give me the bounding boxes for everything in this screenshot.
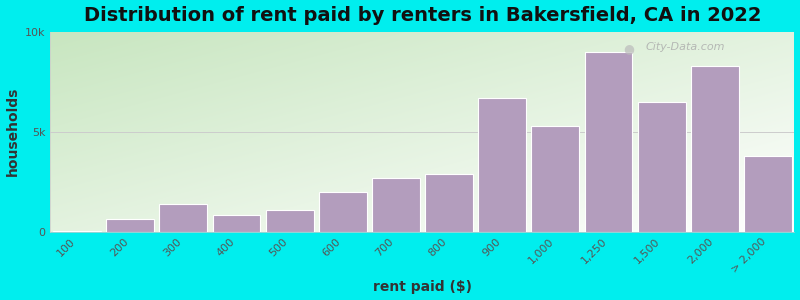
Bar (531, 126, 579, 232)
Bar (159, 204, 207, 232)
Bar (319, 192, 366, 232)
Bar (638, 102, 686, 232)
X-axis label: rent paid ($): rent paid ($) (373, 280, 472, 294)
Bar (53, 231, 101, 232)
Bar (266, 210, 314, 232)
Bar (213, 214, 260, 232)
Bar (744, 156, 792, 232)
Bar (585, 52, 632, 232)
Title: Distribution of rent paid by renters in Bakersfield, CA in 2022: Distribution of rent paid by renters in … (84, 6, 762, 25)
Y-axis label: households: households (6, 87, 19, 176)
Text: ●: ● (623, 42, 634, 55)
Bar (691, 66, 738, 232)
Bar (425, 174, 473, 232)
Bar (478, 98, 526, 232)
Bar (372, 178, 420, 232)
Text: City-Data.com: City-Data.com (646, 42, 725, 52)
Bar (106, 219, 154, 232)
